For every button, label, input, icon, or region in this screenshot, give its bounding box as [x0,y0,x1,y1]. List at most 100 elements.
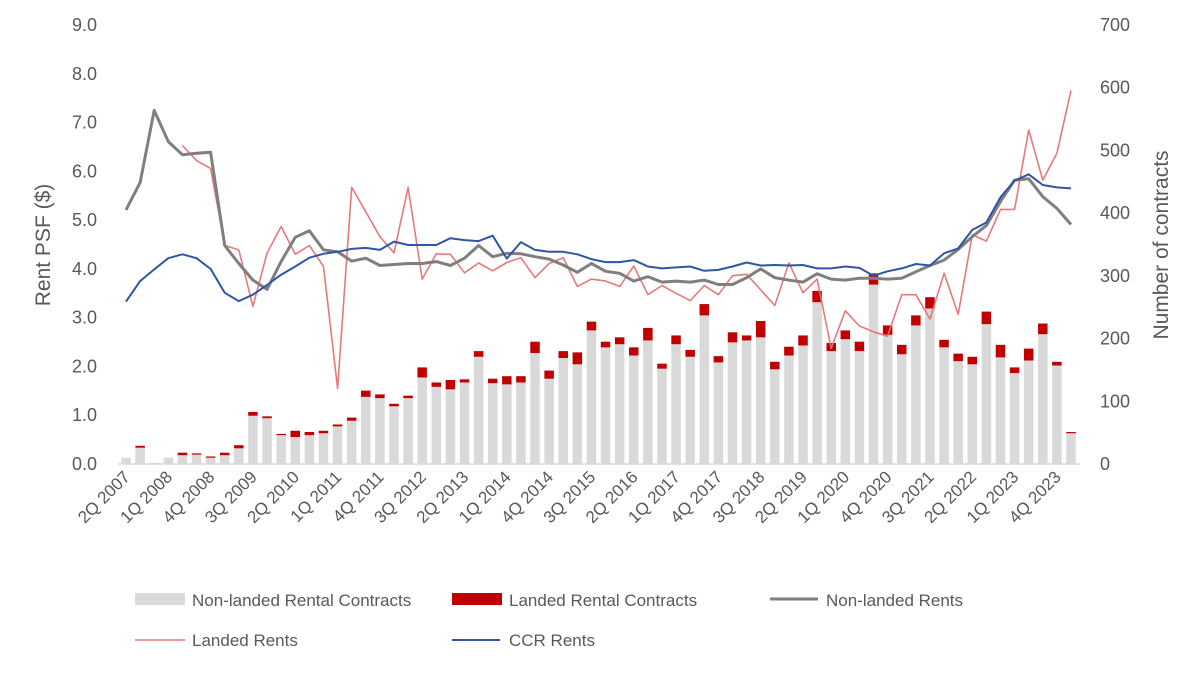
left-tick-label: 3.0 [72,308,97,328]
bar-landed-contracts [995,344,1006,358]
legend-label-ccr-rents: CCR Rents [509,631,595,650]
line-ccr-rents [125,173,1072,303]
bar-nonlanded-contracts [981,324,992,464]
bar-nonlanded-contracts [600,347,611,464]
bar-landed-contracts [699,304,710,316]
right-tick-label: 500 [1100,140,1130,160]
bar-landed-contracts [417,367,427,378]
bar-nonlanded-contracts [770,369,780,464]
bar-landed-contracts [727,332,738,343]
bar-landed-contracts [784,346,794,356]
bar-nonlanded-contracts [741,340,752,464]
left-tick-label: 9.0 [72,15,97,35]
bar-nonlanded-contracts [798,345,808,464]
bar-nonlanded-contracts [290,437,301,464]
bar-landed-contracts [1009,367,1020,374]
bar-landed-contracts [487,378,498,384]
left-tick-label: 6.0 [72,161,97,181]
bar-nonlanded-contracts [248,415,258,464]
bar-landed-contracts [1038,323,1048,335]
bar-nonlanded-contracts [685,356,695,464]
bar-nonlanded-contracts [121,457,131,464]
bar-nonlanded-contracts [826,351,836,464]
bar-nonlanded-contracts [868,284,879,464]
bar-landed-contracts [516,376,526,383]
bar-nonlanded-contracts [191,454,202,464]
bar-landed-contracts [840,330,851,340]
bar-landed-contracts [1066,432,1076,434]
bar-nonlanded-contracts [389,406,399,464]
bar-nonlanded-contracts [502,384,512,464]
bar-nonlanded-contracts [544,378,554,464]
bar-nonlanded-contracts [417,377,427,464]
bar-landed-contracts [614,337,625,345]
line-non-landed-rents [124,108,1073,291]
bar-nonlanded-contracts [967,364,978,464]
bar-nonlanded-contracts [629,355,639,464]
right-axis-title: Number of contracts [1150,150,1173,339]
right-tick-label: 0 [1100,454,1110,474]
bar-nonlanded-contracts [459,382,470,464]
bar-landed-contracts [798,335,808,346]
bar-landed-contracts [290,430,301,438]
bar-nonlanded-contracts [1023,360,1034,464]
lines-layer [124,90,1073,390]
right-tick-label: 100 [1100,391,1130,411]
bar-nonlanded-contracts [361,396,371,464]
bar-landed-contracts [643,327,653,341]
bar-nonlanded-contracts [812,302,822,464]
bar-nonlanded-contracts [784,355,794,464]
bar-landed-contracts [544,370,554,379]
left-tick-label: 1.0 [72,405,97,425]
right-tick-label: 400 [1100,203,1130,223]
bar-nonlanded-contracts [135,447,145,464]
bar-nonlanded-contracts [727,342,738,464]
bar-landed-contracts [939,339,949,348]
bar-nonlanded-contracts [755,337,766,464]
bar-landed-contracts [473,351,484,357]
bar-nonlanded-contracts [177,455,188,464]
bar-landed-contracts [191,453,202,455]
bar-nonlanded-contracts [1066,433,1076,464]
bar-nonlanded-contracts [882,334,893,464]
bar-landed-contracts [657,363,667,369]
bar-landed-contracts [445,379,456,390]
bar-nonlanded-contracts [586,330,597,464]
left-axis-ticks: 0.0 1.0 2.0 3.0 4.0 5.0 6.0 7.0 8.0 9.0 [72,15,97,474]
bar-nonlanded-contracts [896,354,907,464]
bar-nonlanded-contracts [445,389,456,464]
bar-nonlanded-contracts [487,383,498,464]
bar-nonlanded-contracts [657,368,667,464]
left-tick-label: 8.0 [72,64,97,84]
bar-landed-contracts [967,356,978,365]
bar-nonlanded-contracts [375,398,385,464]
bar-landed-contracts [896,344,907,355]
bar-nonlanded-contracts [205,457,216,464]
bar-landed-contracts [403,395,413,399]
bar-landed-contracts [1023,348,1034,361]
bar-landed-contracts [558,351,568,359]
bar-nonlanded-contracts [234,448,244,464]
bars-layer [121,273,1076,464]
bar-nonlanded-contracts [671,344,681,464]
right-axis-ticks: 0 100 200 300 400 500 600 700 [1100,15,1130,474]
bar-landed-contracts [248,411,258,416]
bar-landed-contracts [389,403,399,407]
bar-landed-contracts [332,424,343,427]
bar-landed-contracts [530,341,540,353]
right-tick-label: 700 [1100,15,1130,35]
bar-landed-contracts [685,349,695,357]
bar-landed-contracts [911,315,921,326]
bar-nonlanded-contracts [473,356,484,464]
left-tick-label: 5.0 [72,210,97,230]
bar-nonlanded-contracts [262,418,272,464]
legend-swatch-landed-contracts [452,593,502,605]
bar-landed-contracts [671,335,681,345]
bar-nonlanded-contracts [516,382,526,464]
legend-label-landed-rents: Landed Rents [192,631,298,650]
bar-nonlanded-contracts [840,339,851,464]
bar-landed-contracts [882,325,893,335]
bar-nonlanded-contracts [558,358,568,464]
bar-landed-contracts [713,356,724,363]
bar-nonlanded-contracts [403,398,413,464]
